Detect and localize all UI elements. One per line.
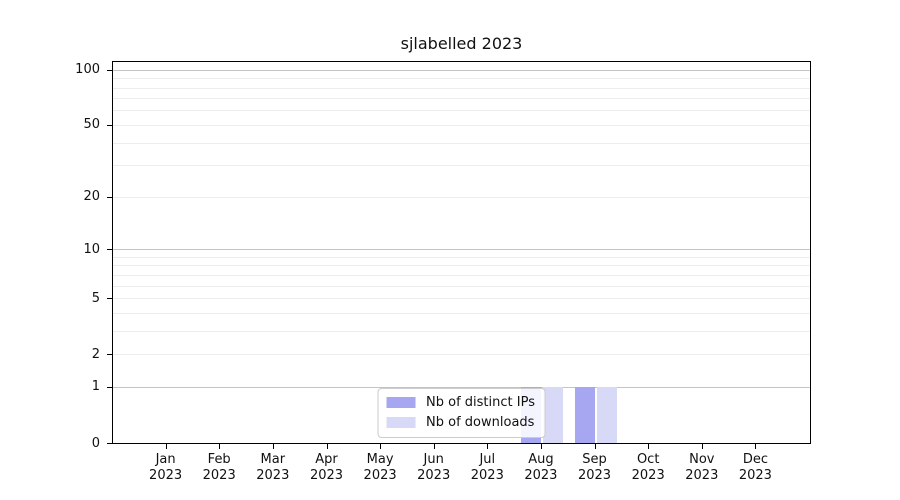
gridline-minor: [113, 196, 810, 198]
x-tick-mark: [380, 444, 382, 449]
x-tick-mark: [326, 444, 328, 449]
x-tick-label: Jun 2023: [417, 452, 451, 483]
x-tick-label: Jan 2023: [149, 452, 183, 483]
x-tick-label: Jul 2023: [470, 452, 504, 483]
y-tick-mark: [107, 443, 112, 444]
y-tick-label: 2: [91, 346, 100, 362]
y-tick-mark: [107, 249, 112, 250]
gridline-minor: [113, 98, 810, 100]
legend-row: Nb of distinct IPs: [386, 395, 535, 410]
plot-area: Nb of distinct IPs Nb of downloads: [112, 61, 811, 444]
y-tick-mark: [107, 386, 112, 388]
legend-label: Nb of downloads: [426, 415, 535, 430]
y-tick-label: 50: [83, 117, 100, 133]
x-tick-label: Nov 2023: [685, 452, 719, 483]
y-tick-mark: [107, 298, 112, 299]
y-tick-mark: [107, 124, 112, 126]
gridline-minor: [113, 274, 810, 276]
x-tick-label: May 2023: [363, 452, 397, 483]
gridline-minor: [113, 354, 810, 356]
gridline-minor: [113, 124, 810, 126]
y-tick-label: 20: [83, 189, 100, 205]
legend-row: Nb of downloads: [386, 415, 535, 430]
x-tick-label: Apr 2023: [309, 452, 344, 483]
y-tick-mark: [107, 196, 112, 198]
gridline-minor: [113, 87, 810, 89]
gridline-minor: [113, 78, 810, 80]
x-tick-label: Mar 2023: [256, 452, 290, 483]
chart-title: sjlabelled 2023: [400, 34, 523, 53]
x-tick-mark: [594, 444, 596, 449]
gridline-minor: [113, 330, 810, 332]
gridline-minor: [113, 265, 810, 267]
gridline-major: [113, 69, 810, 71]
legend-label: Nb of distinct IPs: [426, 395, 535, 410]
gridline-minor: [113, 312, 810, 314]
x-tick-mark: [219, 444, 221, 449]
bar-downloads: [542, 386, 563, 443]
x-tick-label: Feb 2023: [202, 452, 236, 483]
legend-swatch: [386, 417, 416, 428]
bar-downloads: [596, 386, 617, 443]
x-tick-mark: [755, 444, 757, 449]
y-tick-label: 1: [91, 379, 100, 395]
x-tick-mark: [701, 444, 703, 449]
gridline-minor: [113, 165, 810, 167]
y-tick-mark: [107, 354, 112, 356]
y-tick-label: 5: [91, 290, 100, 306]
gridline-minor: [113, 142, 810, 144]
y-tick-label: 0: [91, 435, 100, 451]
x-tick-label: Dec 2023: [738, 452, 772, 483]
bar-distinct-ips: [574, 386, 595, 443]
gridline-minor: [113, 110, 810, 112]
legend: Nb of distinct IPs Nb of downloads: [377, 388, 546, 438]
x-tick-label: Oct 2023: [631, 452, 665, 483]
gridline-major: [113, 386, 810, 388]
x-tick-mark: [487, 444, 489, 449]
x-tick-label: Aug 2023: [524, 452, 558, 483]
x-tick-mark: [540, 444, 542, 449]
x-tick-label: Sep 2023: [577, 452, 612, 483]
legend-swatch: [386, 397, 416, 408]
y-tick-mark: [107, 69, 112, 71]
gridline-minor: [113, 285, 810, 287]
x-tick-mark: [433, 444, 435, 449]
x-tick-mark: [648, 444, 650, 449]
x-tick-mark: [165, 444, 167, 449]
y-tick-label: 100: [75, 62, 100, 78]
gridline-minor: [113, 298, 810, 299]
gridline-minor: [113, 256, 810, 258]
x-tick-mark: [272, 444, 274, 449]
gridline-major: [113, 249, 810, 250]
y-tick-label: 10: [83, 241, 100, 257]
